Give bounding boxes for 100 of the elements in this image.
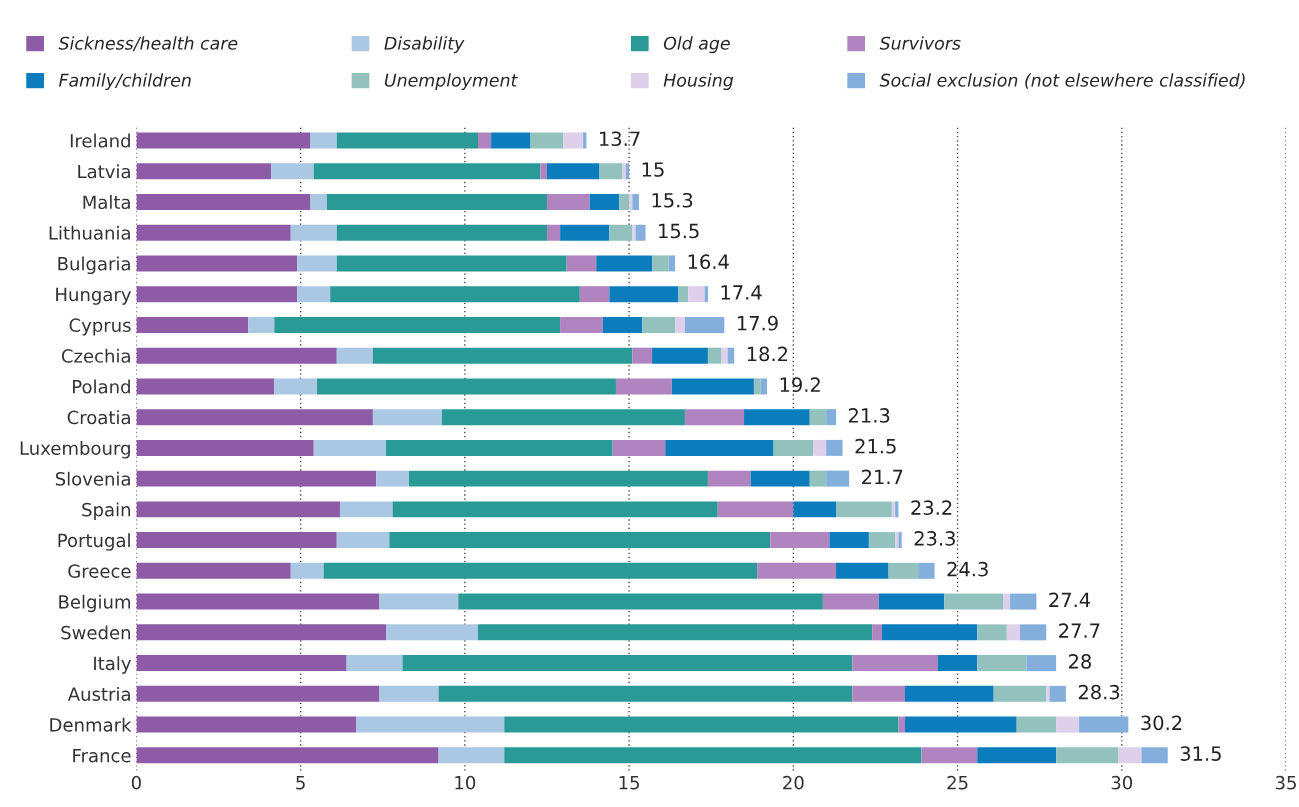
y-tick-label: Cyprus <box>69 318 131 336</box>
bar <box>1056 747 1119 764</box>
bar <box>1006 624 1020 641</box>
y-tick-label: Lithuania <box>49 225 130 240</box>
bar <box>721 347 728 364</box>
x-tick-label: 15 <box>619 776 639 790</box>
bar <box>579 286 610 303</box>
bar <box>330 286 580 303</box>
bar <box>717 501 794 518</box>
legend-label: Unemployment <box>384 73 518 91</box>
bar <box>491 132 531 149</box>
y-tick-label: Sweden <box>61 625 130 640</box>
total-label: 21.5 <box>855 438 896 454</box>
y-tick-label: Greece <box>68 564 131 578</box>
bar <box>560 316 603 333</box>
bar <box>1049 685 1066 702</box>
y-tick-label: Poland <box>73 379 130 394</box>
total-label: 15.3 <box>652 192 693 208</box>
bar <box>136 316 249 333</box>
bar <box>1026 655 1057 672</box>
y-tick-label: Italy <box>94 656 131 674</box>
bar <box>136 624 387 641</box>
bar <box>1056 716 1080 733</box>
bar <box>822 593 879 610</box>
bar <box>379 685 439 702</box>
bar <box>684 316 725 333</box>
bar <box>793 501 837 518</box>
bar <box>297 255 337 272</box>
bar <box>1118 747 1142 764</box>
bar <box>836 501 892 518</box>
bar <box>372 409 442 426</box>
y-tick-label: France <box>73 749 131 763</box>
bar <box>852 655 938 672</box>
bar <box>727 347 735 364</box>
bar <box>809 409 827 426</box>
bar <box>392 501 718 518</box>
bar <box>441 409 685 426</box>
bar <box>313 163 541 180</box>
bar <box>744 409 810 426</box>
bar <box>707 470 751 487</box>
bar <box>895 501 899 518</box>
bar <box>977 747 1057 764</box>
bar <box>878 593 945 610</box>
bar <box>317 378 616 395</box>
bar <box>136 593 380 610</box>
legend-label: Housing <box>663 73 734 91</box>
bar <box>340 501 393 518</box>
total-label: 15.5 <box>659 223 699 239</box>
bar <box>760 378 768 395</box>
bar <box>379 593 459 610</box>
bar <box>504 716 899 733</box>
bar <box>386 439 613 456</box>
bar <box>323 562 758 579</box>
bar <box>596 255 653 272</box>
bar <box>458 593 823 610</box>
bar <box>622 163 626 180</box>
bar <box>904 685 994 702</box>
bar <box>757 562 837 579</box>
bar <box>665 439 774 456</box>
bar <box>274 316 561 333</box>
bar <box>136 378 275 395</box>
bar <box>1003 593 1011 610</box>
bar <box>136 716 357 733</box>
legend-label: Family/children <box>59 73 191 91</box>
bar <box>829 532 869 549</box>
total-label: 28 <box>1069 654 1091 669</box>
bar <box>136 501 341 518</box>
bar <box>290 562 324 579</box>
bar <box>313 439 387 456</box>
bar <box>826 409 837 426</box>
total-label: 24.3 <box>947 561 988 577</box>
bar <box>629 193 633 210</box>
total-label: 17.4 <box>721 285 762 300</box>
y-tick-label: Spain <box>82 502 130 520</box>
legend-label: Sickness/health care <box>58 36 238 52</box>
bar <box>918 562 935 579</box>
bar <box>684 409 745 426</box>
total-label: 18.2 <box>747 346 788 362</box>
total-label: 23.3 <box>914 531 955 546</box>
bar <box>438 747 505 764</box>
bar <box>1016 716 1057 733</box>
bar <box>602 316 643 333</box>
total-label: 15 <box>642 162 664 177</box>
y-tick-label: Portugal <box>58 533 130 551</box>
bar <box>336 255 567 272</box>
bar <box>632 224 636 241</box>
bar <box>136 747 439 764</box>
y-tick-label: Ireland <box>70 133 130 148</box>
bar <box>707 347 722 364</box>
bar <box>813 439 827 456</box>
bar <box>589 193 620 210</box>
bar <box>504 747 922 764</box>
bar <box>1079 716 1129 733</box>
bar <box>136 409 373 426</box>
bar <box>944 593 1004 610</box>
bar <box>136 655 347 672</box>
x-tick-label: 35 <box>1275 775 1296 790</box>
y-tick-label: Belgium <box>59 594 130 613</box>
bar <box>898 716 905 733</box>
bar <box>671 378 754 395</box>
